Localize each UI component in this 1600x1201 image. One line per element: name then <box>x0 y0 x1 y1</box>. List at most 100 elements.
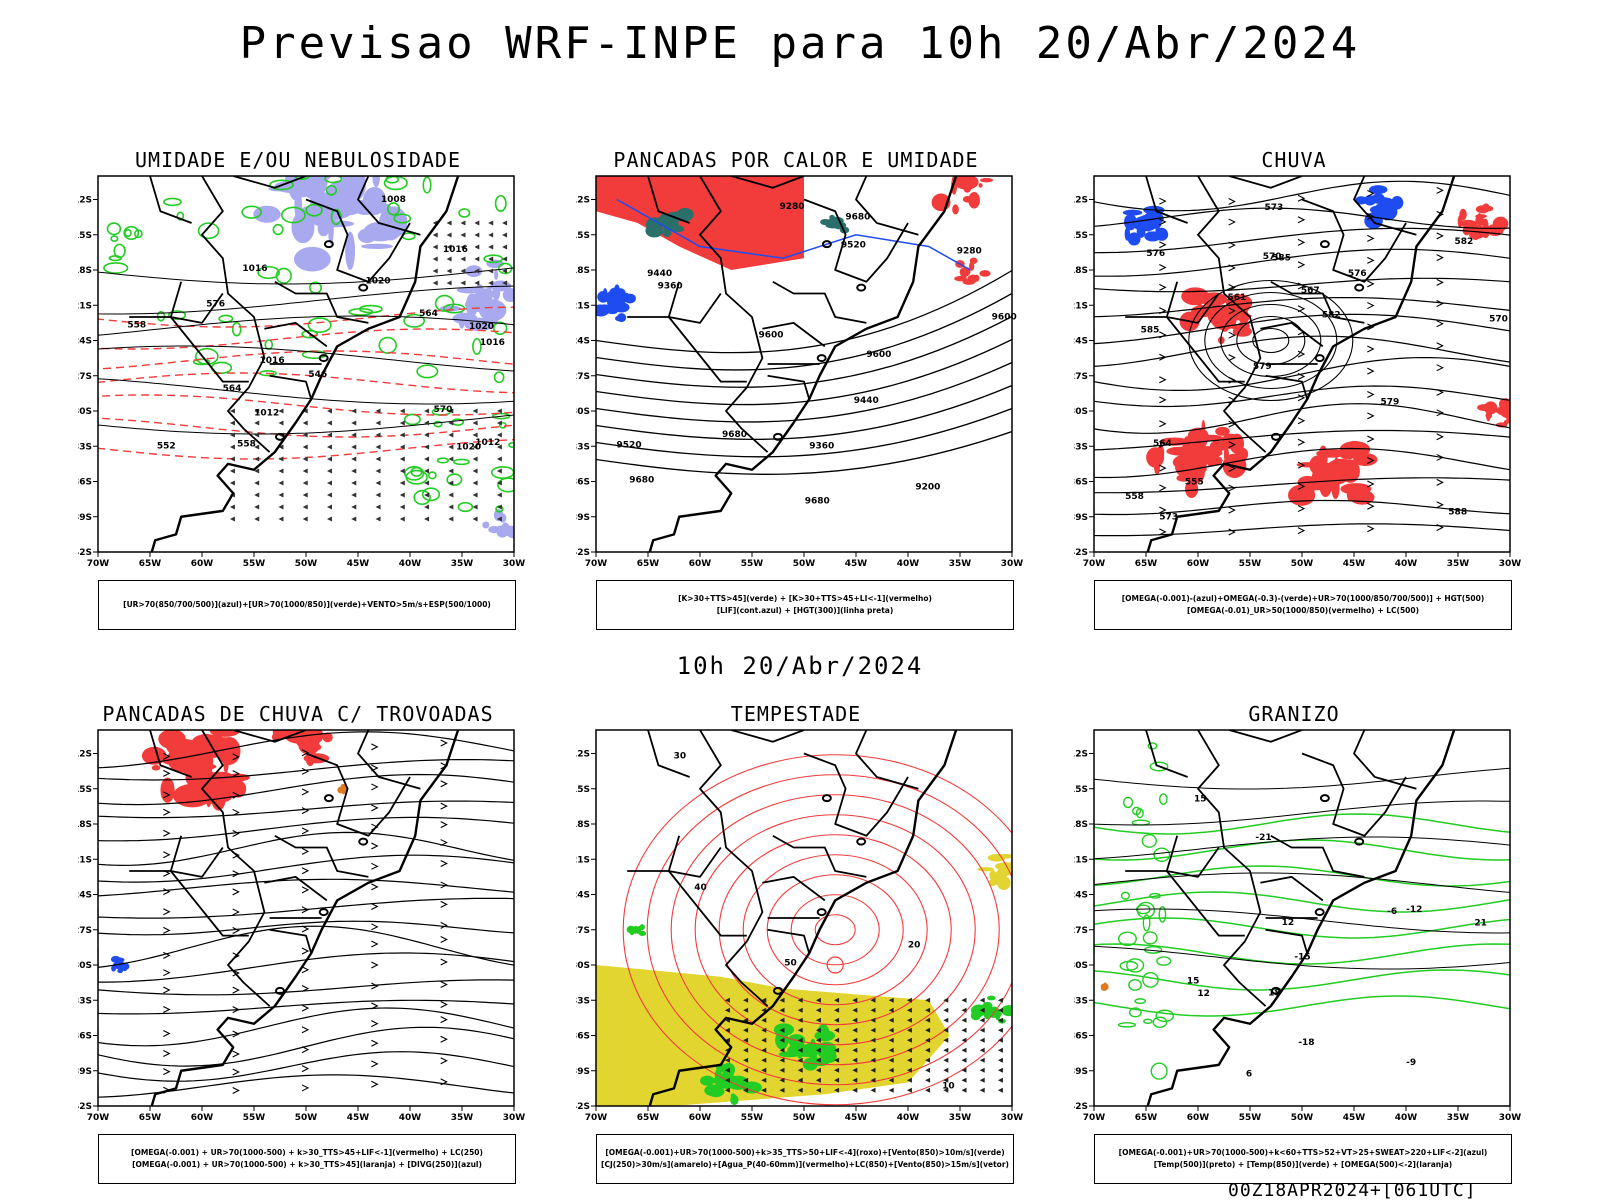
wind-vector-850hpa <box>743 1027 749 1033</box>
wind-vector-850hpa <box>797 1027 803 1033</box>
humidity-contour-green <box>123 225 140 240</box>
contour-label: 582 <box>1322 311 1341 321</box>
contour-label: 12 <box>1282 918 1295 928</box>
humidity-area-blue <box>478 299 507 322</box>
wind-vector-850hpa <box>815 1007 821 1013</box>
rain-area-red <box>1194 448 1200 467</box>
wind-vector-850hpa <box>834 1087 840 1093</box>
instability-area-red <box>685 177 713 194</box>
wind-vector-850hpa <box>943 1017 949 1023</box>
streamline-arrow <box>1297 461 1306 469</box>
legend-box: [UR>70(850/700/500)](azul)+[UR>70(1000/8… <box>98 580 516 630</box>
wind-vector <box>327 408 332 414</box>
streamline-arrow <box>301 1046 310 1054</box>
wind-vector-850hpa <box>979 1007 985 1013</box>
pressure-isobar <box>98 267 514 285</box>
lon-label: 45W <box>845 559 868 569</box>
wind-vector-850hpa <box>870 1027 876 1033</box>
humidity-contour-green <box>358 304 383 314</box>
temperature-850-contour <box>1149 761 1169 772</box>
wind-vector <box>351 420 357 426</box>
streamline-arrow <box>440 1078 448 1086</box>
streamline <box>1094 429 1510 451</box>
instability-area-red <box>979 177 994 183</box>
rain-area-red <box>1349 489 1375 505</box>
wind-vector <box>488 232 494 238</box>
streamline-arrow <box>1367 390 1375 398</box>
lat-label: 30S <box>78 961 92 971</box>
contour-label: 9280 <box>780 202 805 212</box>
streamline-850hpa <box>766 874 904 986</box>
divergence-area-blue <box>115 957 125 963</box>
border-line <box>1270 280 1365 324</box>
streamline-arrow <box>440 921 448 929</box>
wind-850-area-green <box>626 925 636 934</box>
contour-label: -15 <box>1294 952 1310 962</box>
lat-label: 42S <box>78 548 92 558</box>
lon-label: 45W <box>1343 1113 1366 1123</box>
streamline <box>98 731 514 769</box>
border-line <box>232 176 307 189</box>
streamline-arrow <box>301 1004 310 1012</box>
wind-vector-850hpa <box>925 1057 931 1063</box>
thickness-contour <box>98 394 514 416</box>
humidity-contour-green <box>325 184 338 196</box>
contour-label: 558 <box>127 321 146 331</box>
wind-vector <box>327 432 332 438</box>
rain-area-red <box>1223 446 1229 463</box>
lagoon <box>318 354 329 363</box>
wind-vector <box>254 480 260 486</box>
wind-vector-850hpa <box>925 1087 931 1093</box>
streamline-arrow <box>1436 232 1444 240</box>
lon-label: 45W <box>1343 559 1366 569</box>
streamline-arrow <box>232 808 240 816</box>
wind-vector-850hpa <box>870 1037 876 1043</box>
streamline-arrow <box>163 851 171 859</box>
wind-vector-850hpa <box>870 1077 876 1083</box>
panel-title: UMIDADE E/OU NEBULOSIDADE <box>134 148 462 172</box>
border-line <box>627 316 747 383</box>
wind-vector <box>351 408 357 414</box>
wind-vector-850hpa <box>979 1047 985 1053</box>
humidity-contour-green <box>163 197 182 207</box>
lon-label: 40W <box>1395 1113 1418 1123</box>
humidity-contour-green <box>194 347 219 365</box>
streamline-arrow <box>371 862 379 870</box>
wind-vector <box>278 504 284 510</box>
omega-area-blue <box>1127 232 1141 246</box>
wind-vector-850hpa <box>724 997 730 1003</box>
streamline <box>98 1007 514 1047</box>
contour-label: 555 <box>1185 478 1204 488</box>
wind-vector-850hpa <box>724 1007 730 1013</box>
wind-vector <box>375 432 381 438</box>
instability-area-green <box>662 229 672 238</box>
border-line <box>1197 730 1267 1007</box>
wind-850-area-green <box>806 1043 812 1048</box>
contour-label: 579 <box>1381 398 1400 408</box>
lat-label: 30S <box>1074 961 1088 971</box>
rain-area-red <box>1204 455 1223 466</box>
lon-label: 50W <box>295 559 318 569</box>
omega-area-orange <box>1100 985 1108 991</box>
streamline-arrow <box>1436 278 1444 286</box>
contour-label: 558 <box>237 440 256 450</box>
wind-vector <box>424 408 430 414</box>
lon-label: 65W <box>637 1113 660 1123</box>
contour-label: 9600 <box>866 350 891 360</box>
streamline-arrow <box>1297 394 1306 402</box>
wind-vector <box>502 268 508 274</box>
pressure-isobar <box>98 378 514 405</box>
wind-vector <box>446 280 452 286</box>
lifted-index-contour <box>607 301 618 311</box>
lon-label: 60W <box>689 559 712 569</box>
contour-label: 585 <box>1272 253 1291 263</box>
wind-vector <box>496 516 502 522</box>
lon-label: 70W <box>87 1113 110 1123</box>
humidity-contour-green <box>416 364 439 379</box>
streamline-arrow <box>1159 506 1167 514</box>
wind-vector <box>229 420 235 426</box>
wind-vector <box>254 420 260 426</box>
streamline-arrow <box>1159 307 1167 315</box>
legend-line: [OMEGA(-0.001) + UR>70(1000-500) + k>30_… <box>132 1160 482 1169</box>
height-contour-300hpa <box>596 361 1012 423</box>
